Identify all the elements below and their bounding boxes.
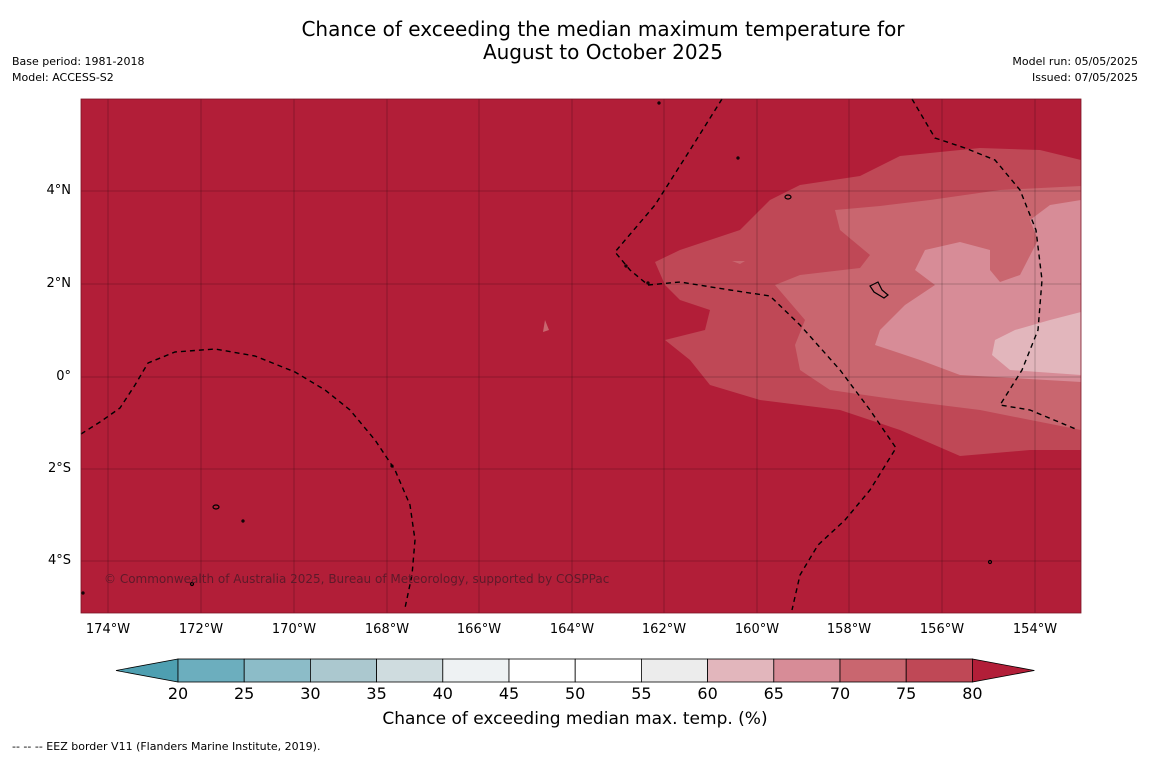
title-line-1: Chance of exceeding the median maximum t… <box>301 17 905 41</box>
model-name: Model: ACCESS-S2 <box>12 71 114 84</box>
colorbar-segment <box>177 658 245 683</box>
longitude-label: 172°W <box>178 622 224 637</box>
map-title: Chance of exceeding the median maximum t… <box>0 18 1150 64</box>
island-north <box>784 194 792 200</box>
longitude-label: 174°W <box>85 622 131 637</box>
colorbar-tick-label: 80 <box>962 684 983 703</box>
eez-borders <box>80 98 1079 611</box>
longitude-label: 160°W <box>734 622 780 637</box>
contour-60-65 <box>992 312 1081 375</box>
island-sw <box>212 504 220 510</box>
colorbar-segment <box>707 658 775 683</box>
colorbar-segment <box>376 658 444 683</box>
colorbar-title: Chance of exceeding median max. temp. (%… <box>382 709 768 729</box>
gridlines <box>81 99 1081 613</box>
colorbar-tick-label: 65 <box>763 684 784 703</box>
latitude-label: 4°S <box>47 553 71 568</box>
longitude-label: 170°W <box>271 622 317 637</box>
contour-patch <box>543 320 549 332</box>
colorbar-tick-label: 55 <box>631 684 652 703</box>
latitude-label: 0° <box>56 369 71 384</box>
colorbar-segment <box>641 658 709 683</box>
colorbar-segment <box>905 658 973 683</box>
longitude-label: 166°W <box>456 622 502 637</box>
title-line-2: August to October 2025 <box>482 40 724 64</box>
longitude-label: 158°W <box>826 622 872 637</box>
colorbar-tick-label: 20 <box>167 684 189 703</box>
colorbar-segment <box>839 658 907 683</box>
colorbar <box>115 658 1035 683</box>
colorbar-segment <box>574 658 642 683</box>
issued-date: Issued: 07/05/2025 <box>1031 71 1138 84</box>
colorbar-tick-label: 45 <box>498 684 520 703</box>
eez-footnote: -- -- -- EEZ border V11 (Flanders Marine… <box>12 740 321 753</box>
longitude-label: 156°W <box>919 622 965 637</box>
colorbar-tick-label: 50 <box>565 684 586 703</box>
map-frame <box>80 98 1082 614</box>
colorbar-tick-label: 60 <box>697 684 718 703</box>
longitude-label: 162°W <box>641 622 687 637</box>
longitude-label: 168°W <box>364 622 410 637</box>
model-run: Model run: 05/05/2025 <box>1012 55 1138 68</box>
colorbar-segment <box>508 658 576 683</box>
colorbar-segment <box>243 658 311 683</box>
copyright-notice: © Commonwealth of Australia 2025, Bureau… <box>104 572 610 586</box>
island-kiritimati <box>869 281 889 299</box>
colorbar-tick-label: 35 <box>366 684 387 703</box>
meta-left: Base period: 1981-2018 Model: ACCESS-S2 <box>12 54 144 86</box>
latitude-label: 2°S <box>47 461 71 476</box>
colorbar-segment <box>442 658 510 683</box>
latitude-label: 2°N <box>46 276 72 291</box>
colorbar-tick-label: 75 <box>896 684 917 703</box>
colorbar-extension-low <box>115 658 179 683</box>
colorbar-tick-label: 70 <box>829 684 851 703</box>
colorbar-segment <box>773 658 841 683</box>
colorbar-tick-label: 25 <box>234 684 255 703</box>
longitude-label: 154°W <box>1012 622 1058 637</box>
colorbar-tick-label: 30 <box>300 684 321 703</box>
contour-patch <box>732 261 745 264</box>
colorbar-segment <box>309 658 377 683</box>
base-period: Base period: 1981-2018 <box>12 55 145 68</box>
meta-right: Model run: 05/05/2025 Issued: 07/05/2025 <box>1012 54 1138 86</box>
colorbar-extension-high <box>972 658 1035 683</box>
latitude-label: 4°N <box>46 183 72 198</box>
longitude-label: 164°W <box>549 622 595 637</box>
colorbar-tick-label: 40 <box>432 684 453 703</box>
islands <box>81 101 993 595</box>
